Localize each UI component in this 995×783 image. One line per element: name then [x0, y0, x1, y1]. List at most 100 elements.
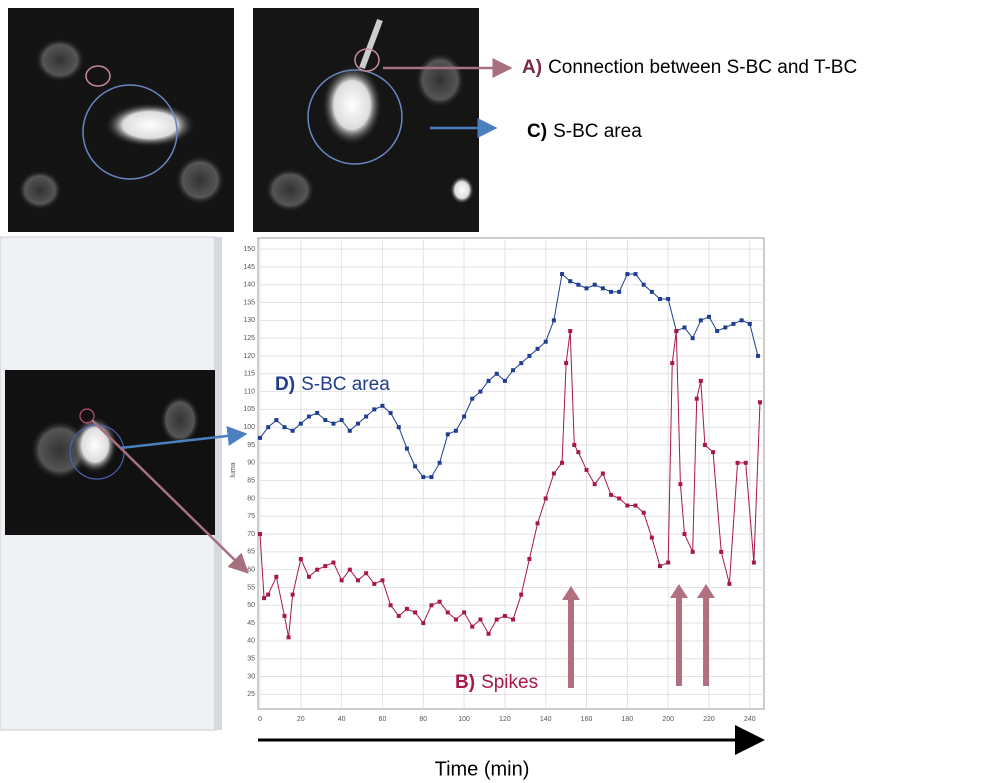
data-point	[560, 272, 565, 277]
annotation-label: C)	[527, 121, 547, 142]
data-point	[429, 603, 434, 608]
data-point	[609, 492, 614, 497]
data-point	[286, 635, 291, 640]
data-point	[258, 532, 262, 537]
x-tick-label: 120	[499, 716, 511, 723]
x-tick-label: 40	[338, 716, 346, 723]
data-point	[339, 578, 344, 583]
y-tick-label: 65	[247, 549, 255, 556]
data-point	[396, 425, 401, 430]
series-line	[259, 330, 761, 638]
plot-border	[257, 237, 765, 710]
data-point	[572, 443, 577, 448]
data-point	[568, 279, 573, 284]
x-tick-label: 240	[744, 716, 756, 723]
y-tick-label: 125	[243, 335, 255, 342]
data-point	[380, 403, 385, 408]
annotation: C) S-BC area	[527, 121, 642, 142]
data-point	[568, 329, 573, 334]
data-point	[266, 425, 271, 430]
data-point	[404, 606, 409, 611]
data-point	[494, 371, 499, 376]
data-point	[600, 471, 605, 476]
data-point	[682, 325, 687, 330]
data-point	[715, 329, 720, 334]
annotation-text: Connection between S-BC and T-BC	[548, 57, 857, 78]
data-point	[609, 289, 614, 294]
data-point	[551, 318, 556, 323]
x-tick-label: 80	[419, 716, 427, 723]
data-point	[690, 336, 695, 341]
y-tick-label: 135	[243, 299, 255, 306]
data-point	[315, 567, 320, 572]
data-point	[282, 425, 287, 430]
y-tick-label: 75	[247, 513, 255, 520]
data-point	[388, 603, 393, 608]
data-point	[674, 329, 679, 334]
data-point	[413, 610, 418, 615]
data-point	[331, 421, 336, 426]
annotation-label: D)	[275, 374, 295, 395]
y-tick-label: 45	[247, 620, 255, 627]
data-point	[502, 378, 507, 383]
data-point	[682, 532, 687, 537]
x-tick-label: 160	[581, 716, 593, 723]
y-tick-label: 150	[243, 246, 255, 253]
data-point	[727, 581, 732, 586]
data-point	[290, 428, 295, 433]
data-point	[723, 325, 728, 330]
data-point	[543, 496, 548, 501]
x-tick-label: 180	[622, 716, 634, 723]
y-tick-label: 105	[243, 406, 255, 413]
y-tick-label: 55	[247, 584, 255, 591]
data-point	[658, 296, 662, 301]
x-axis-label: Time (min)	[435, 758, 530, 780]
data-point	[711, 450, 716, 455]
data-point	[658, 564, 662, 569]
data-point	[404, 446, 409, 451]
y-tick-label: 95	[247, 442, 255, 449]
data-point	[462, 414, 467, 419]
data-point	[617, 496, 622, 501]
annotation-text: Spikes	[481, 672, 538, 693]
y-tick-label: 85	[247, 477, 255, 484]
data-point	[666, 560, 671, 565]
data-point	[355, 421, 360, 426]
data-point	[258, 435, 262, 440]
data-point	[437, 599, 442, 604]
data-point	[633, 272, 638, 277]
data-point	[527, 353, 532, 358]
x-tick-label: 100	[458, 716, 470, 723]
data-point	[649, 289, 654, 294]
data-point	[755, 353, 760, 358]
data-point	[396, 613, 401, 618]
micrograph	[253, 8, 479, 232]
y-tick-label: 110	[244, 388, 255, 395]
data-point	[617, 289, 622, 294]
annotation: B) Spikes	[455, 672, 538, 693]
data-point	[282, 613, 287, 618]
y-tick-label: 140	[243, 282, 255, 289]
y-tick-label: 30	[247, 673, 255, 680]
data-point	[739, 318, 744, 323]
data-point	[478, 389, 483, 394]
data-point	[315, 410, 320, 415]
data-point	[502, 613, 507, 618]
data-point	[584, 286, 589, 291]
data-point	[306, 414, 311, 419]
y-tick-label: 70	[247, 531, 255, 538]
y-tick-label: 115	[244, 371, 255, 378]
splitter	[214, 237, 222, 730]
data-point	[470, 624, 475, 629]
data-point	[470, 396, 475, 401]
data-point	[478, 617, 483, 622]
data-point	[429, 475, 434, 480]
annotation-label: B)	[455, 672, 475, 693]
x-tick-label: 200	[662, 716, 674, 723]
data-point	[339, 418, 344, 423]
arrow	[119, 426, 248, 450]
data-point	[486, 631, 491, 636]
data-point	[535, 346, 540, 351]
data-point	[421, 621, 426, 626]
chart-panel	[222, 237, 767, 717]
